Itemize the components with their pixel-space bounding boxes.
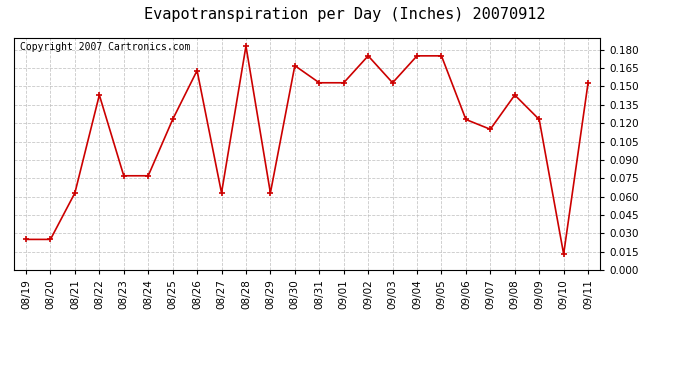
Text: Copyright 2007 Cartronics.com: Copyright 2007 Cartronics.com bbox=[19, 42, 190, 52]
Text: Evapotranspiration per Day (Inches) 20070912: Evapotranspiration per Day (Inches) 2007… bbox=[144, 8, 546, 22]
